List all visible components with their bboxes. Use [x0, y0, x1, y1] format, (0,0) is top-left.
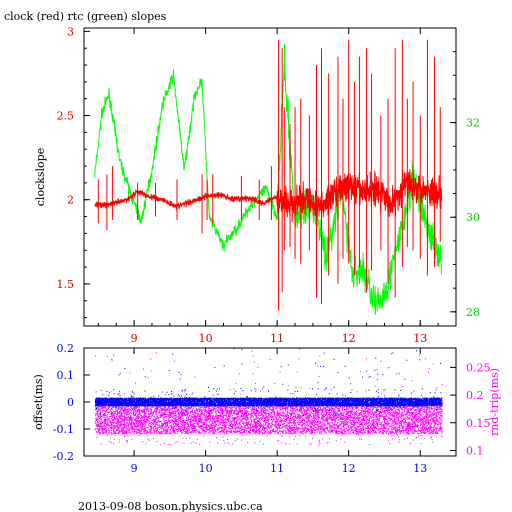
bottom-x-tick-label: 10 — [199, 462, 213, 475]
rnd-trip-y-tick-label: 0.25 — [466, 361, 491, 374]
top-plot-frame — [83, 27, 457, 327]
offset-y-tick-label: 0.1 — [57, 369, 75, 382]
offset-y-tick-label: -0.1 — [53, 423, 74, 436]
top-panel: 1.5 2 2.5 3 28 30 32 9 10 11 12 13 clockslope — [34, 25, 480, 345]
bottom-x-tick-label: 9 — [131, 462, 138, 475]
bottom-x-tick-label: 13 — [413, 462, 427, 475]
right-y-tick-label: 28 — [466, 306, 480, 319]
offset-y-axis-label: offset(ms) — [32, 374, 45, 430]
offset-y-tick-label: 0 — [67, 396, 74, 409]
rnd-trip-y-tick-label: 0.1 — [466, 444, 484, 457]
left-y-tick-label: 3 — [67, 25, 74, 38]
rnd-trip-y-tick-label: 0.2 — [466, 389, 484, 402]
bottom-panel: -0.2 -0.1 0 0.1 0.2 0.1 0.15 0.2 0.25 9 10 11 12 13 of… — [32, 342, 501, 475]
chart-title: clock (red) rtc (green) slopes — [4, 10, 167, 23]
x-tick-label: 9 — [131, 332, 138, 345]
offset-points — [94, 348, 443, 416]
x-tick-label: 13 — [413, 332, 427, 345]
rnd-trip-y-axis-label: rnd-trip(ms) — [488, 368, 501, 436]
clock-slope-line — [94, 169, 442, 223]
rnd-trip-y-tick-label: 0.15 — [466, 417, 491, 430]
right-y-tick-label: 32 — [466, 117, 480, 130]
bottom-x-tick-label: 12 — [342, 462, 356, 475]
bottom-x-tick-label: 11 — [270, 462, 284, 475]
left-y-tick-label: 2.5 — [57, 110, 75, 123]
left-y-tick-label: 1.5 — [57, 278, 75, 291]
right-y-tick-label: 30 — [466, 211, 480, 224]
left-y-tick-label: 2 — [67, 194, 74, 207]
rnd-trip-points — [94, 350, 443, 446]
offset-y-tick-label: -0.2 — [53, 450, 74, 463]
offset-y-tick-label: 0.2 — [57, 342, 75, 355]
footer-label: 2013-09-08 boson.physics.ubc.ca — [78, 500, 263, 512]
x-tick-label: 11 — [270, 332, 284, 345]
x-tick-label: 12 — [342, 332, 356, 345]
top-y-axis-label: clockslope — [34, 148, 47, 206]
rtc-slope-line — [94, 44, 442, 315]
x-tick-label: 10 — [199, 332, 213, 345]
